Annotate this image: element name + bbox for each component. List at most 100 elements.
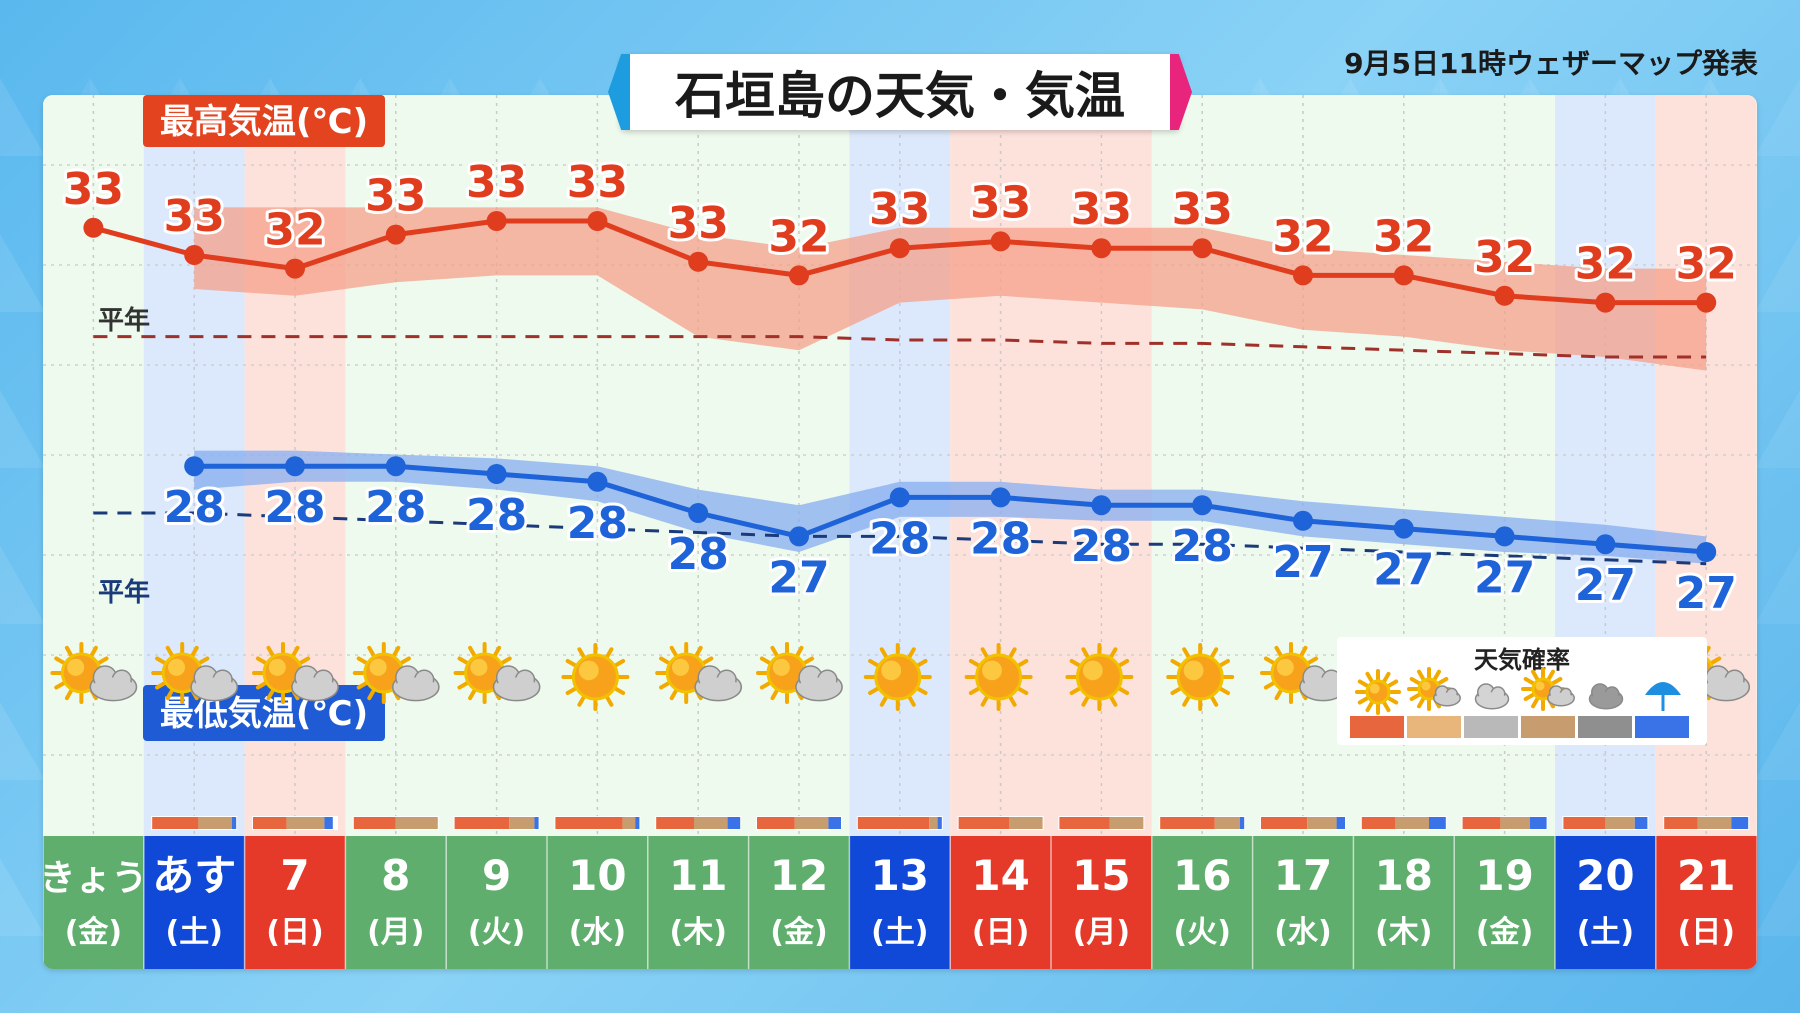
low-temp-point [889, 487, 910, 508]
low-temp-point [184, 456, 205, 477]
day-of-week: (火) [1173, 915, 1230, 950]
day-label: 16 [1173, 851, 1231, 900]
cloud-icon [694, 665, 743, 702]
sun-icon [1355, 669, 1401, 715]
sun-cloud-icon [655, 642, 743, 704]
sun-ray [702, 656, 714, 665]
cloud-icon [795, 665, 843, 702]
cloud-fill [697, 677, 740, 699]
issued-time: 9月5日11時ウェザーマップ発表 [1344, 47, 1758, 80]
sun-icon [1166, 643, 1235, 711]
prob-bar-segment [1160, 817, 1215, 829]
prob-bar-segment [1059, 817, 1110, 829]
high-range-band [194, 207, 1707, 371]
day-cell-weekday [43, 836, 144, 969]
sun-ray [1382, 701, 1391, 713]
sun-ray [916, 659, 928, 667]
day-cell-weekday [647, 836, 749, 969]
low-temp-label: 28 [567, 498, 628, 549]
legend-color-swatch [1350, 716, 1404, 738]
day-cell-weekday [1252, 836, 1354, 969]
day-label: 10 [568, 851, 626, 900]
sun-ray [1008, 647, 1017, 659]
low-temp-point [385, 456, 406, 477]
sun-ray [770, 689, 779, 701]
weather-legend-title: 天気確率 [1474, 646, 1570, 674]
sun-ray [1081, 695, 1090, 707]
sun-ray [97, 656, 109, 665]
sun-highlight [470, 658, 488, 676]
sun-ray [190, 645, 199, 657]
prob-bar-segment [937, 817, 942, 829]
sun-ray [1182, 647, 1191, 659]
low-temp-label: 28 [1172, 521, 1233, 572]
sun-ray [980, 695, 989, 707]
sun-highlight [167, 658, 186, 676]
sun-ray [1263, 681, 1275, 690]
sun-icon [561, 643, 630, 711]
day-cell-sunday [244, 836, 346, 969]
day-cell-weekday [748, 836, 850, 969]
day-label: 13 [871, 851, 929, 900]
low-temp-point [1393, 518, 1414, 539]
sun-ray [255, 681, 267, 690]
sun-ray [879, 647, 888, 659]
sun-ray [868, 687, 880, 695]
sun-icon [756, 642, 818, 704]
sun-ray [54, 656, 66, 665]
umbrella-canopy [1645, 682, 1681, 695]
high-temp-label: 32 [1272, 211, 1333, 262]
prob-bar-segment [622, 817, 636, 829]
sun-ray [879, 695, 888, 707]
temperature-chart: 33 33 32 33 33 33 33 32 33 33 33 33 32 32 32 32 32 28 28 28… [43, 95, 1757, 969]
high-temp-label: 33 [567, 157, 628, 208]
normal-high-label: 平年 [98, 305, 150, 336]
sun-icon [352, 642, 415, 704]
prob-bar-segment [555, 817, 623, 829]
sun-ray [669, 645, 678, 657]
prob-bar-segment [324, 817, 333, 829]
prob-bar-segment [1307, 817, 1337, 829]
sun-ray [565, 659, 577, 667]
day-cell-saturday [849, 836, 951, 969]
prob-bar-segment [152, 817, 199, 829]
high-temp-label: 32 [1474, 232, 1535, 283]
legend-color-swatch [1521, 716, 1575, 738]
cloud-icon [1474, 683, 1510, 710]
cloud-fill [798, 677, 840, 699]
day-label: 18 [1375, 851, 1433, 900]
prob-bar-segment [1214, 817, 1240, 829]
sun-icon [1166, 643, 1235, 711]
sun-ray [1109, 647, 1118, 659]
sun-ray [1547, 669, 1555, 681]
sun-ray [155, 681, 167, 690]
day-label: 12 [770, 851, 828, 900]
cloud-icon [291, 665, 339, 702]
high-temp-point [587, 211, 608, 231]
sun-ray [165, 645, 174, 657]
low-temp-label: 28 [869, 513, 930, 564]
cloud-icon [492, 665, 541, 702]
sun-ray [468, 689, 477, 701]
sun-ray [1118, 659, 1130, 667]
cloud-icon [391, 665, 440, 702]
sun-ray [577, 695, 586, 707]
sun-ray [64, 645, 73, 657]
prob-bar-segment [534, 817, 539, 829]
prob-bar-segment [727, 817, 741, 829]
low-temp-label: 27 [1474, 552, 1535, 603]
title-box: 石垣島の天気・気温 [608, 54, 1192, 130]
legend-sun-cloud-icon [1521, 667, 1575, 711]
sun-ray [1210, 695, 1219, 707]
high-temp-label: 33 [365, 171, 426, 222]
sun-ray [1531, 669, 1539, 681]
high-temp-point [789, 265, 809, 286]
prob-bar-segment [1731, 817, 1749, 829]
sun-highlight [881, 660, 902, 681]
cloud-icon [1547, 685, 1575, 707]
sun-ray [968, 687, 980, 695]
cloud-fill [1302, 677, 1344, 699]
low-temp-point [1595, 534, 1616, 555]
normal-high-line [93, 335, 1707, 359]
sun-highlight [671, 658, 690, 676]
